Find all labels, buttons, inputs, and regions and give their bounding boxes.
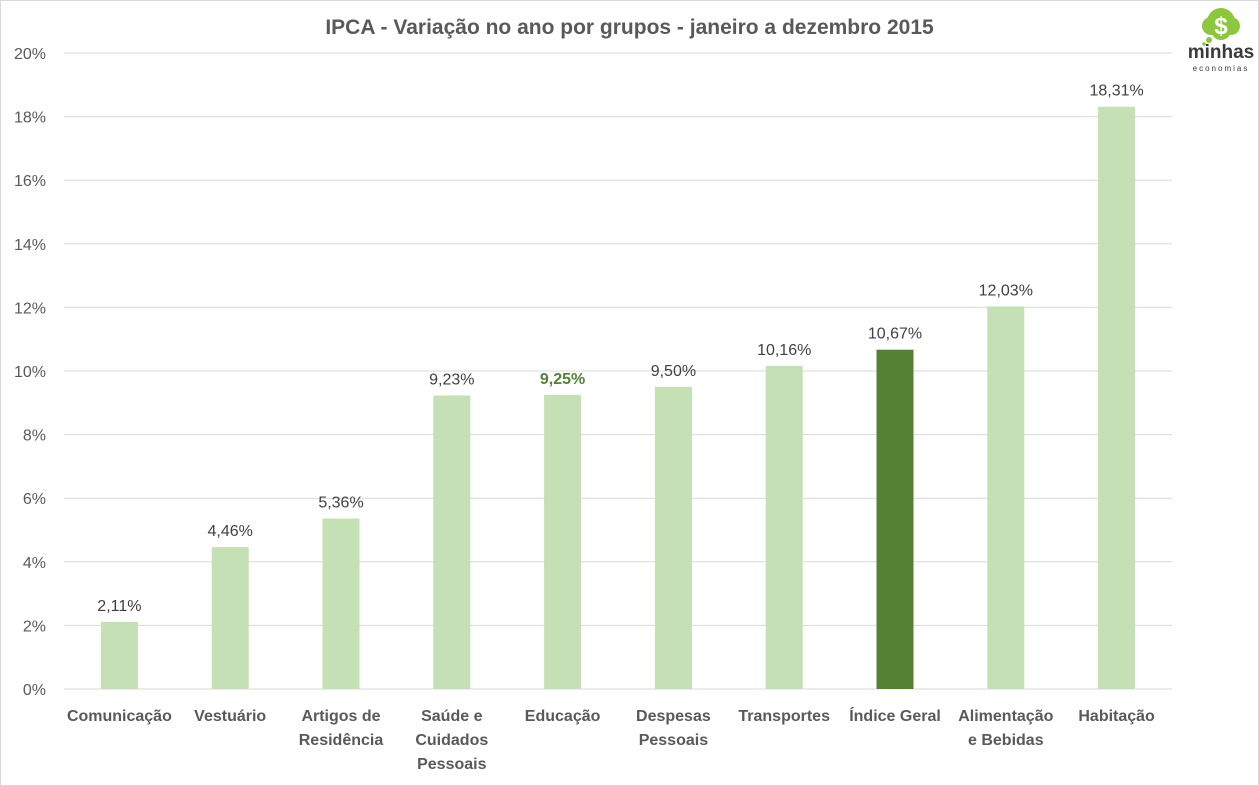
x-category-label: Comunicação [67,708,172,725]
x-category-label-line: Pessoais [639,732,708,749]
y-tick-label: 10% [14,364,46,381]
x-category-label: Saúde e Cuidados Pessoais [415,708,488,773]
y-tick-label: 20% [14,46,46,63]
data-label: 10,67% [868,326,922,343]
y-tick-label: 14% [14,237,46,254]
data-label: 9,50% [651,363,696,380]
data-labels: 2,11% 4,46% 5,36% 9,23% 9,25% 9,50% 10,16% 10,6… [97,83,1143,615]
x-category-label-line: Educação [525,708,601,725]
x-category-label: Despesas Pessoais [636,708,711,749]
y-tick-label: 8% [23,428,46,445]
chart-title: IPCA - Variação no ano por grupos - jane… [325,16,934,39]
logo-name: minhas [1187,42,1255,63]
x-category-label: Transportes [738,708,830,725]
bar [100,621,138,689]
x-category-label: Alimentação e Bebidas [958,708,1053,749]
bar [1098,106,1136,689]
y-tick-label: 2% [23,618,46,635]
bar [322,518,360,689]
x-category-label-line: Pessoais [417,756,486,773]
data-label: 2,11% [97,598,141,615]
x-axis-categories: Comunicação Vestuário Artigos de Residência… [67,706,1155,773]
bars [100,106,1136,689]
x-category-label: Artigos de Residência [299,708,384,749]
x-category-label-line: Saúde e [421,708,482,725]
x-category-label-line: Residência [299,732,384,749]
x-category-label-line: Transportes [738,708,830,725]
bar [654,386,692,689]
y-axis-ticks: 0% 2% 4% 6% 8% 10% 12% 14% 16% 18% 20% [14,46,46,699]
svg-text:$: $ [1214,13,1228,40]
x-category-label-line: Artigos de [301,708,380,725]
bar [211,547,249,689]
minhas-economias-logo: $ minhas economias [1185,4,1257,74]
y-tick-label: 4% [23,555,46,572]
data-label: 10,16% [757,342,811,359]
y-tick-label: 0% [23,682,46,699]
y-tick-label: 18% [14,110,46,127]
data-label: 9,23% [429,371,474,388]
data-label: 9,25% [540,371,585,388]
x-category-label-line: Índice Geral [849,706,941,725]
y-tick-label: 12% [14,300,46,317]
x-category-label-line: Despesas [636,708,711,725]
data-label: 18,31% [1089,83,1143,100]
x-category-label-line: Habitação [1078,708,1155,725]
data-label: 4,46% [208,523,253,540]
x-category-label-line: Vestuário [194,708,266,725]
data-label: 12,03% [979,282,1033,299]
bar [876,349,914,689]
x-category-label: Índice Geral [849,706,941,725]
y-tick-label: 16% [14,173,46,190]
bar [433,395,471,689]
cloud-dollar-icon: $ [1202,8,1240,46]
data-label: 5,36% [318,495,363,512]
bar [987,306,1025,689]
x-category-label-line: Cuidados [415,732,488,749]
x-category-label: Vestuário [194,708,266,725]
bar [544,394,582,689]
x-category-label-line: Comunicação [67,708,172,725]
bar [765,365,803,689]
x-category-label-line: e Bebidas [968,732,1044,749]
x-category-label-line: Alimentação [958,708,1053,725]
logo-subtitle: economias [1192,64,1250,73]
y-tick-label: 6% [23,491,46,508]
x-category-label: Habitação [1078,708,1155,725]
x-category-label: Educação [525,708,601,725]
